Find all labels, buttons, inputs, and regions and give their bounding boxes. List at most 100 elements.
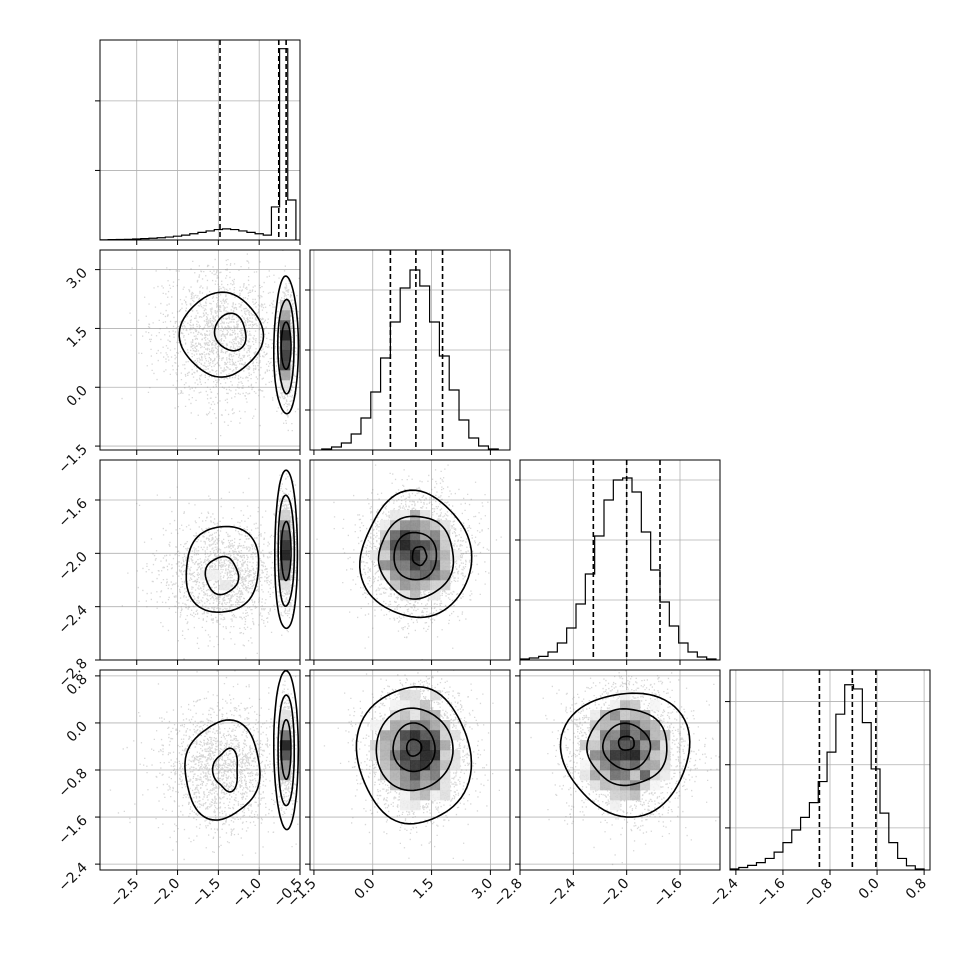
density-cell <box>280 570 291 581</box>
density-cell <box>580 760 591 771</box>
density-cell <box>380 520 391 531</box>
density-cell <box>420 520 431 531</box>
density-cell <box>370 720 381 731</box>
density-cell <box>630 700 641 711</box>
density-cell <box>410 720 421 731</box>
panel-content-1-0 <box>121 250 300 440</box>
density-cell <box>660 750 671 761</box>
density-cell <box>620 700 631 711</box>
density-cell <box>630 780 641 791</box>
density-cell <box>410 790 421 801</box>
density-cell <box>390 760 401 771</box>
density-cell <box>640 730 651 741</box>
density-cell <box>650 750 661 761</box>
density-cell <box>450 750 461 761</box>
density-cell <box>650 700 661 711</box>
histogram-frame-2 <box>519 459 721 661</box>
density-cell <box>400 510 411 521</box>
density-cell <box>620 750 631 761</box>
contour-2-0-4 <box>280 520 292 582</box>
contour-3-2-1 <box>585 707 668 787</box>
density-cell <box>390 770 401 781</box>
density-cell <box>620 720 631 731</box>
density-cell <box>440 580 451 591</box>
density-cell <box>420 580 431 591</box>
density-cell <box>400 690 411 701</box>
density-cell <box>280 310 291 321</box>
density-cell <box>640 780 651 791</box>
density-cell <box>420 700 431 711</box>
contour-2-1-1 <box>377 515 455 600</box>
density-cell <box>280 750 291 761</box>
density-cell <box>610 770 621 781</box>
scatter-panel-2-1 <box>305 459 511 665</box>
density-cell <box>660 760 671 771</box>
contour-3-0-1 <box>211 747 239 793</box>
density-cell <box>430 760 441 771</box>
density-cell <box>380 550 391 561</box>
density-cell <box>410 800 421 811</box>
density-cell <box>420 770 431 781</box>
density-cell <box>430 580 441 591</box>
density-cell <box>410 510 421 521</box>
panel-content-3-0 <box>109 670 300 869</box>
density-cell <box>590 750 601 761</box>
contour-3-0-3 <box>277 694 295 807</box>
density-cell <box>210 570 221 581</box>
density-cell <box>450 760 461 771</box>
density-cell <box>280 720 291 731</box>
histogram-panel-1 <box>305 249 511 455</box>
density-cell <box>660 740 671 751</box>
density-cell <box>400 780 411 791</box>
density-cell <box>410 540 421 551</box>
density-cell <box>410 550 421 561</box>
density-cell <box>400 560 411 571</box>
density-cell <box>610 780 621 791</box>
density-cell <box>390 570 401 581</box>
density-cell <box>410 590 421 601</box>
density-cell <box>400 740 411 751</box>
density-cell <box>280 560 291 571</box>
density-cell <box>420 710 431 721</box>
density-cell <box>610 710 621 721</box>
contour-2-1-3 <box>411 545 428 567</box>
contour-3-0-4 <box>280 718 292 780</box>
density-cell <box>410 770 421 781</box>
density-cell <box>400 760 411 771</box>
density-cell <box>410 580 421 591</box>
histogram-0 <box>100 48 297 240</box>
contour-3-2-3 <box>617 735 635 751</box>
density-cell <box>620 790 631 801</box>
density-cell <box>630 730 641 741</box>
scatter-frame-2-0 <box>99 459 301 661</box>
contour-2-0-2 <box>274 469 299 630</box>
density-cell <box>650 740 661 751</box>
density-cell <box>440 740 451 751</box>
scatter-frame-3-2 <box>519 669 721 871</box>
density-cell <box>420 740 431 751</box>
density-cell <box>420 750 431 761</box>
density-cell <box>440 570 451 581</box>
panel-content-2-0 <box>121 469 300 660</box>
histogram-3 <box>730 684 925 870</box>
density-cell <box>380 730 391 741</box>
density-cell <box>610 700 621 711</box>
density-cell <box>390 710 401 721</box>
density-cell <box>650 730 661 741</box>
density-cell <box>590 710 601 721</box>
density-cell <box>430 780 441 791</box>
density-cell <box>640 750 651 761</box>
density-cell <box>440 790 451 801</box>
density-cell <box>400 800 411 811</box>
density-cell <box>430 570 441 581</box>
density-cell <box>440 780 451 791</box>
density-cell <box>390 530 401 541</box>
contour-3-1-2 <box>392 722 436 773</box>
histogram-panel-0 <box>95 39 301 245</box>
density-cell <box>590 780 601 791</box>
density-cell <box>420 720 431 731</box>
density-cell <box>410 560 421 571</box>
density-cell <box>410 780 421 791</box>
histogram-1 <box>321 269 499 450</box>
